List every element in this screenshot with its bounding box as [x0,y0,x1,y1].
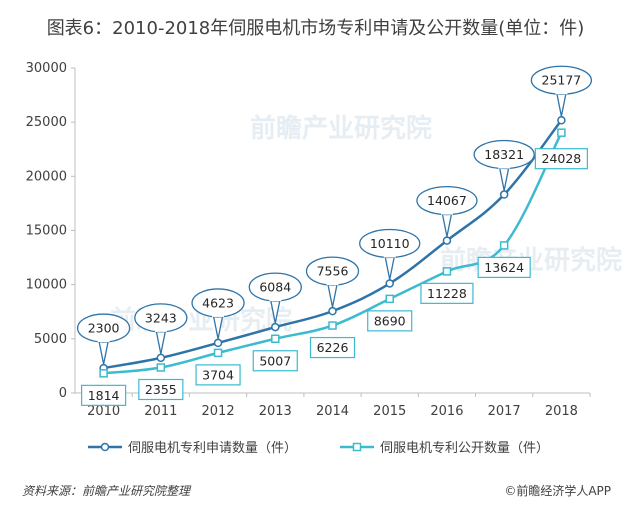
data-label: 8690 [374,313,406,328]
y-tick-label: 10000 [26,278,67,293]
data-label: 14067 [427,193,467,208]
y-tick-label: 20000 [26,169,67,184]
data-label-pointer [498,164,510,192]
data-point [385,294,394,304]
y-tick-label: 25000 [26,115,67,130]
data-point [213,338,223,348]
data-label-pointer-cover [555,90,568,95]
data-label-pointer [555,90,568,117]
data-point [385,279,394,288]
data-label: 7556 [317,264,349,279]
data-label-pointer-cover [154,327,167,332]
brand-note: ©前瞻经济学人APP [504,484,611,498]
data-label-pointer [269,297,281,324]
data-label: 2355 [145,382,177,397]
data-label: 5007 [259,353,291,368]
chart-title: 图表6：2010-2018年伺服电机市场专利申请及公开数量(单位：件) [46,18,585,39]
data-point [271,322,280,332]
data-label-pointer-cover [97,338,110,343]
data-label-box [477,256,531,279]
data-label-box [252,350,298,372]
data-label-pointer-cover [383,253,396,258]
data-point [328,321,337,330]
data-label-pointer [97,338,110,365]
data-label-pointer [212,313,224,340]
data-point [557,128,566,137]
x-tick-label: 2017 [488,404,521,419]
data-label-box [367,310,413,332]
x-tick-label: 2018 [545,404,578,419]
data-label: 6084 [259,280,291,295]
data-label: 13624 [484,260,524,275]
y-tick-label: 5000 [34,332,67,347]
data-label: 3243 [145,310,177,325]
x-tick-label: 2010 [87,404,120,419]
x-tick-label: 2015 [373,404,406,419]
data-label: 3704 [202,367,234,382]
data-label-pointer [155,328,167,355]
legend-marker [100,442,110,452]
data-point [499,190,509,199]
y-tick-label: 30000 [26,61,67,76]
data-point [213,348,223,358]
data-point [328,306,337,316]
y-tick-label: 15000 [26,224,67,239]
data-label: 18321 [484,147,524,162]
data-label: 10110 [370,236,410,251]
data-label-box [420,282,474,304]
data-label-pointer [384,253,396,281]
legend-label: 伺服电机专利公开数量（件） [380,441,549,456]
series-line [103,119,563,370]
data-label-pointer-cover [326,281,339,286]
data-label: 2300 [88,321,120,336]
data-label: 11228 [427,286,467,301]
data-point [442,267,452,276]
data-label-box [81,384,127,406]
data-label-pointer [441,210,453,238]
data-label-box [138,378,184,401]
watermark: 前瞻产业研究院 [440,246,623,276]
data-point [156,353,166,363]
data-label: 1814 [88,388,120,403]
x-tick-label: 2016 [430,404,463,419]
data-label-box [195,364,241,386]
x-tick-label: 2013 [259,404,292,419]
data-point [557,115,566,125]
data-point [442,236,452,245]
legend-label: 伺服电机专利申请数量（件） [128,441,297,456]
x-tick-label: 2014 [316,404,349,419]
data-label: 24028 [542,151,582,166]
watermark: 前瞻产业研究院 [250,114,433,144]
data-label-pointer-cover [440,210,453,215]
data-point [156,363,166,372]
data-point [99,369,108,378]
source-note: 资料来源：前瞻产业研究院整理 [22,484,191,498]
data-label: 4623 [202,295,234,310]
data-label: 25177 [542,73,582,88]
data-label-pointer-cover [269,297,282,302]
data-label-pointer-cover [212,312,225,317]
data-label: 6226 [317,340,349,355]
data-label-box [534,148,588,170]
data-label-pointer [326,281,339,308]
y-tick-label: 0 [59,386,67,401]
data-label-box [309,336,356,359]
legend-marker [352,442,362,452]
x-tick-label: 2012 [202,404,235,419]
data-label-pointer-cover [498,164,511,169]
data-point [271,334,280,344]
data-point [499,241,509,250]
x-tick-label: 2011 [144,404,177,419]
